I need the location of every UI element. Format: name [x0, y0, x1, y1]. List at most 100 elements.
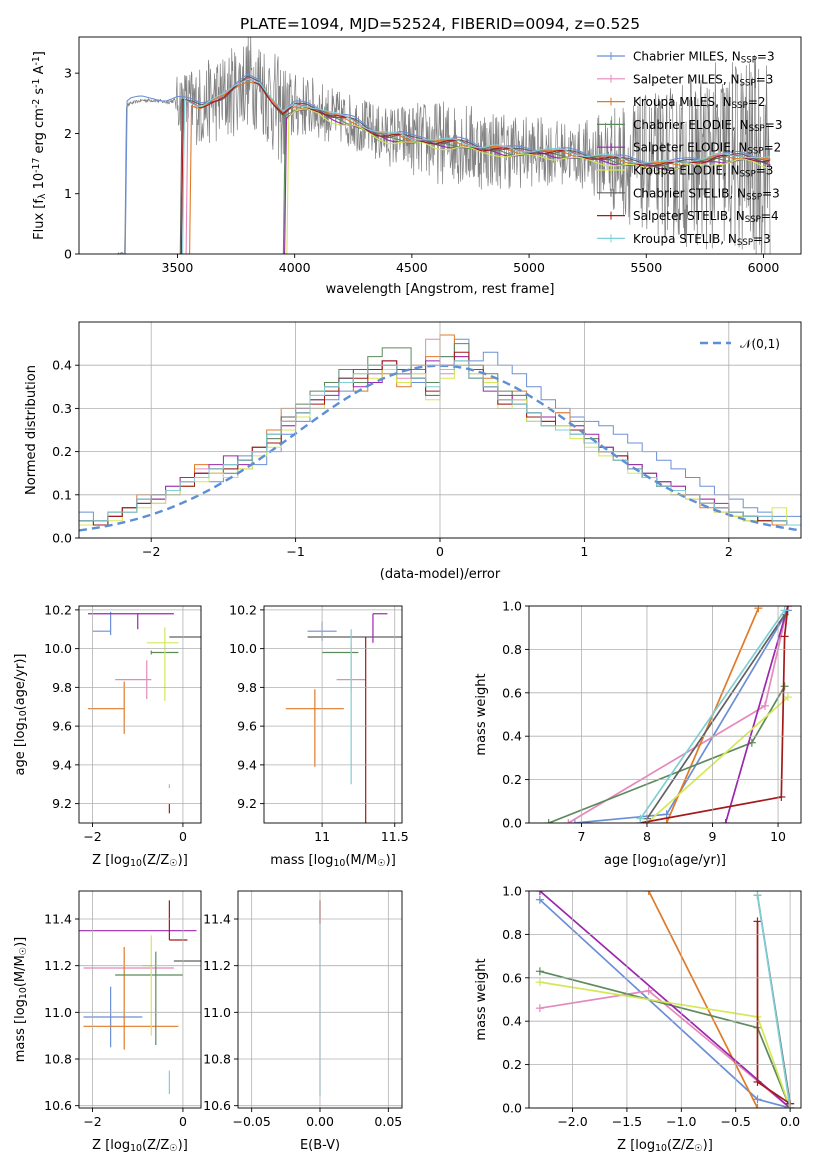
model-line-5 — [286, 108, 769, 254]
x-axis-label: (data-model)/error — [380, 567, 501, 582]
model-line-8 — [182, 78, 770, 254]
y-tick-label: 9.6 — [237, 719, 257, 734]
axes-frame — [528, 890, 802, 1109]
plot-area — [285, 613, 402, 823]
x-tick-label: 0.00 — [306, 1114, 334, 1129]
x-tick-label: −2 — [83, 829, 101, 844]
panel-mass_weight_vs_age: 7 8 9 10 0.0 0.2 0.4 0.6 0.8 1.0 age [log10(age/yr… — [474, 599, 802, 869]
weight-line-8 — [756, 895, 791, 1108]
x-axis-label: E(B-V) — [300, 1138, 340, 1153]
y-tick-label: 9.2 — [52, 796, 72, 811]
y-tick-label: 0.0 — [502, 816, 522, 831]
y-tick-label: 0.4 — [502, 1014, 522, 1029]
x-axis-label: Z [log10(Z/Z☉)] — [617, 1138, 713, 1154]
observed-spectrum-line — [117, 37, 771, 254]
x-tick-label: 6000 — [748, 260, 780, 275]
y-axis-label: mass weight — [474, 958, 489, 1040]
x-tick-label: 1 — [580, 544, 588, 559]
plot-area — [88, 611, 201, 814]
x-axis-label: age [log10(age/yr)] — [604, 853, 726, 869]
x-tick-label: −2.0 — [557, 1114, 587, 1129]
y-tick-label: 1 — [64, 186, 72, 201]
y-tick-label: 3 — [64, 66, 72, 81]
legend: Chabrier MILES, NSSP=3 Salpeter MILES, NS… — [597, 50, 782, 248]
y-tick-label: 10.0 — [229, 641, 257, 656]
legend-label: Salpeter STELIB, NSSP=4 — [633, 209, 779, 225]
x-tick-label: −2 — [142, 544, 160, 559]
y-tick-label: 11.0 — [203, 1005, 231, 1020]
y-tick-label: 10.0 — [44, 641, 72, 656]
x-tick-label: 0 — [179, 1114, 187, 1129]
x-tick-label: 4500 — [396, 260, 428, 275]
weight-line-1 — [539, 989, 791, 1108]
y-tick-label: 1.0 — [502, 884, 522, 899]
y-tick-label: 1.0 — [502, 599, 522, 614]
legend-label: Chabrier MILES, NSSP=3 — [633, 50, 775, 66]
histogram-5 — [79, 364, 801, 538]
weight-line-4 — [724, 606, 789, 823]
weight-line-3 — [539, 970, 791, 1108]
y-axis-label: Flux [fλ 10-17 erg cm-2 s-1 A-1] — [31, 51, 48, 240]
x-tick-label: 7 — [577, 829, 585, 844]
figure-title: PLATE=1094, MJD=52524, FIBERID=0094, z=0… — [240, 15, 640, 33]
panel-spectrum: 3500 4000 4500 5000 5500 6000 0 1 2 3 wavelength [… — [31, 36, 802, 297]
legend-label: Chabrier ELODIE, NSSP=3 — [633, 118, 782, 134]
panel-mass_weight_vs_Z: −2.0 −1.5 −1.0 −0.5 0.0 0.0 0.2 0.4 0.6 0.8 1.0 Z [… — [474, 884, 802, 1154]
x-axis-label: mass [log10(M/M☉)] — [270, 853, 396, 869]
x-axis-label: Z [log10(Z/Z☉)] — [92, 1138, 188, 1154]
y-axis-label: age [log10(age/yr)] — [13, 654, 29, 776]
x-tick-label: −1.5 — [612, 1114, 642, 1129]
axes-frame — [528, 605, 802, 824]
legend-label: Chabrier STELIB, NSSP=3 — [633, 186, 780, 202]
x-tick-label: 4000 — [279, 260, 311, 275]
panel-age_vs_Z: −2 0 9.2 9.4 9.6 9.8 10.0 10.2 Z [log10(Z/Z☉)] ag… — [13, 602, 202, 869]
y-tick-label: 0.2 — [502, 1057, 522, 1072]
legend-label: Salpeter ELODIE, NSSP=2 — [633, 141, 781, 157]
y-tick-label: 11.4 — [44, 912, 72, 927]
panel-residuals: −2 −1 0 1 2 0.0 0.1 0.2 0.3 0.4 (data-model)/error… — [24, 321, 802, 582]
y-tick-label: 0.2 — [502, 772, 522, 787]
axes-frame — [78, 605, 202, 824]
y-tick-label: 9.4 — [52, 757, 72, 772]
legend-label: Kroupa ELODIE, NSSP=3 — [633, 164, 773, 180]
axes-frame — [263, 605, 403, 824]
y-tick-label: 0.0 — [52, 531, 72, 546]
y-tick-label: 11.2 — [44, 958, 72, 973]
panel-mass_vs_ebv: −0.05 0.00 0.05 10.6 10.8 11.0 11.2 11.4 E(B-V) — [203, 890, 403, 1153]
x-tick-label: 3500 — [162, 260, 194, 275]
model-line-7 — [180, 78, 771, 254]
y-tick-label: 0.4 — [52, 358, 72, 373]
axes-frame — [78, 36, 802, 255]
x-tick-label: 9 — [709, 829, 717, 844]
weight-line-4 — [539, 891, 791, 1108]
y-tick-label: 9.2 — [237, 796, 257, 811]
x-tick-label: −0.5 — [721, 1114, 751, 1129]
y-tick-label: 11.0 — [44, 1005, 72, 1020]
x-tick-label: 0.05 — [374, 1114, 402, 1129]
y-tick-label: 9.8 — [52, 680, 72, 695]
y-tick-label: 10.6 — [44, 1098, 72, 1113]
y-tick-label: 0.8 — [502, 927, 522, 942]
x-axis-label: wavelength [Angstrom, rest frame] — [326, 282, 555, 297]
x-tick-label: −1.0 — [666, 1114, 696, 1129]
y-tick-label: 11.4 — [203, 912, 231, 927]
y-tick-label: 0.6 — [502, 685, 522, 700]
x-tick-label: 8 — [643, 829, 651, 844]
weight-line-2 — [647, 891, 759, 1108]
x-tick-label: −1 — [286, 544, 304, 559]
y-tick-label: 0.6 — [502, 970, 522, 985]
y-tick-label: 10.8 — [203, 1052, 231, 1067]
weight-line-5 — [646, 696, 789, 823]
y-tick-label: 0.2 — [52, 444, 72, 459]
y-tick-label: 0 — [64, 247, 72, 262]
plot-area — [535, 891, 795, 1108]
y-tick-label: 11.2 — [203, 958, 231, 973]
y-axis-label: mass weight — [474, 673, 489, 755]
model-line-6 — [179, 75, 770, 254]
x-tick-label: 0.0 — [780, 1114, 800, 1129]
legend-label: Kroupa MILES, NSSP=2 — [633, 95, 766, 111]
y-tick-label: 10.8 — [44, 1052, 72, 1067]
x-tick-label: 0 — [436, 544, 444, 559]
x-tick-label: −2 — [83, 1114, 101, 1129]
